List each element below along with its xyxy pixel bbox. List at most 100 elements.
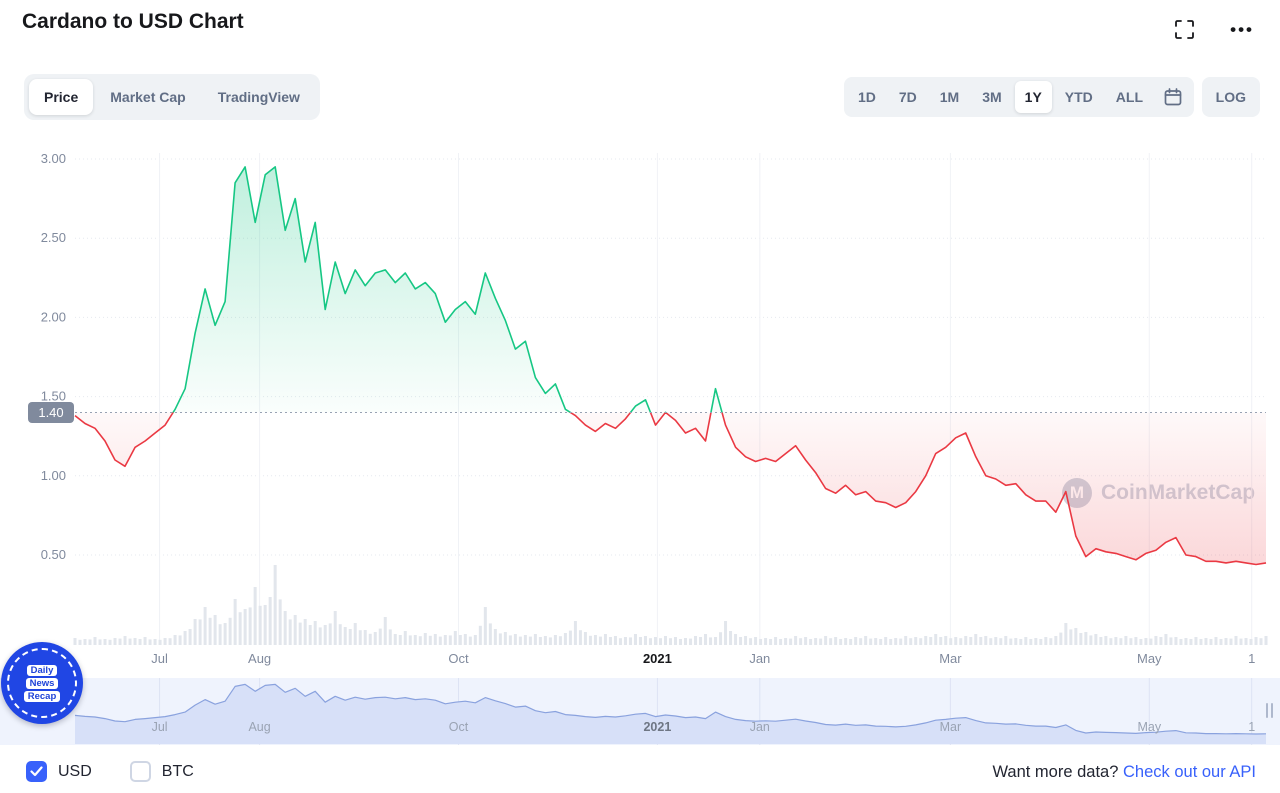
fullscreen-button[interactable] (1175, 20, 1195, 39)
tab-price[interactable]: Price (29, 79, 94, 115)
api-prompt: Want more data? Check out our API (992, 763, 1256, 782)
volume-bar (453, 631, 457, 645)
volume-bar (1139, 639, 1143, 645)
daily-news-recap-badge[interactable]: Daily News Recap (1, 642, 83, 724)
volume-bar (663, 636, 667, 645)
volume-bar (1179, 639, 1183, 645)
navigator-axis-label: Mar (940, 720, 962, 734)
tab-tradingview[interactable]: TradingView (203, 79, 315, 115)
x-axis-label: Jan (749, 651, 770, 666)
volume-bar (719, 632, 723, 645)
volume-bar (754, 637, 758, 645)
usd-checkbox-box[interactable] (26, 761, 47, 782)
volume-bar (293, 615, 297, 645)
volume-bar (553, 635, 557, 645)
volume-bar (248, 607, 252, 645)
volume-bar (468, 636, 472, 645)
volume-bar (939, 637, 943, 645)
volume-bar (158, 639, 162, 645)
volume-bar (228, 617, 232, 645)
volume-bar (674, 637, 678, 645)
volume-bar (789, 638, 793, 645)
volume-bar (128, 638, 132, 645)
btc-checkbox-box[interactable] (129, 761, 151, 782)
volume-bar (974, 634, 978, 645)
volume-bar (744, 636, 748, 645)
volume-bar (223, 623, 227, 645)
tab-market-cap[interactable]: Market Cap (95, 79, 200, 115)
volume-bar (924, 636, 928, 645)
volume-bar (563, 633, 567, 645)
btc-checkbox[interactable]: BTC (129, 761, 194, 782)
volume-bar (568, 630, 572, 645)
chart-type-tabs: Price Market Cap TradingView (24, 74, 320, 120)
chart-navigator[interactable]: Jul Aug Oct 2021 Jan Mar May 1 (0, 678, 1280, 745)
navigator-handle-right[interactable] (1266, 703, 1273, 718)
volume-bar (734, 634, 738, 645)
range-7d[interactable]: 7D (889, 81, 927, 113)
time-range-selector: 1D 7D 1M 3M 1Y YTD ALL (843, 77, 1194, 117)
volume-bar (1144, 638, 1148, 645)
volume-bar (473, 635, 477, 645)
usd-checkbox[interactable]: USD (26, 761, 92, 782)
range-1m[interactable]: 1M (930, 81, 969, 113)
x-axis-label: Mar (939, 651, 962, 666)
volume-bar (198, 619, 202, 645)
volume-bar (1209, 639, 1213, 645)
volume-bar (263, 605, 267, 645)
volume-bar (854, 637, 858, 645)
volume-bar (954, 637, 958, 645)
volume-bar (879, 639, 883, 645)
volume-bar (1259, 638, 1263, 645)
volume-bar (608, 637, 612, 645)
volume-bar (108, 639, 112, 645)
price-chart-svg[interactable]: 3.00 2.50 2.00 1.50 1.00 0.50 Jul Aug Oct 2021 Jan… (0, 130, 1280, 675)
volume-bars (73, 565, 1268, 645)
volume-bar (1094, 634, 1098, 645)
volume-bar (333, 611, 337, 645)
volume-bar (1034, 638, 1038, 645)
x-axis-label: 2021 (643, 651, 672, 666)
range-ytd[interactable]: YTD (1055, 81, 1103, 113)
volume-bar (1264, 636, 1268, 645)
navigator-line (74, 683, 1267, 735)
range-all[interactable]: ALL (1106, 81, 1153, 113)
range-1d[interactable]: 1D (848, 81, 886, 113)
volume-bar (1229, 638, 1233, 645)
area-above-threshold (75, 166, 1266, 413)
volume-bar (909, 638, 913, 645)
volume-bar (283, 611, 287, 645)
navigator-svg[interactable]: Jul Aug Oct 2021 Jan Mar May 1 (0, 678, 1280, 745)
volume-bar (653, 637, 657, 645)
range-3m[interactable]: 3M (972, 81, 1011, 113)
range-1y[interactable]: 1Y (1014, 81, 1052, 113)
volume-bar (368, 633, 372, 645)
navigator-area (75, 684, 1266, 744)
volume-bar (1109, 638, 1113, 645)
volume-bar (1044, 637, 1048, 645)
volume-bar (303, 619, 307, 645)
volume-bar (869, 638, 873, 645)
main-chart-area[interactable]: 3.00 2.50 2.00 1.50 1.00 0.50 Jul Aug Oct 2021 Jan… (0, 130, 1280, 675)
volume-bar (1019, 639, 1023, 645)
volume-bar (383, 617, 387, 645)
volume-bar (964, 636, 968, 645)
volume-bar (538, 637, 542, 645)
ellipsis-icon: ••• (1230, 20, 1254, 39)
log-scale-button[interactable]: LOG (1206, 81, 1256, 113)
calendar-button[interactable] (1156, 82, 1190, 112)
volume-bar (83, 639, 87, 645)
volume-bar (143, 637, 147, 645)
volume-bar (1069, 629, 1073, 645)
volume-bar (133, 638, 137, 645)
volume-bar (233, 599, 237, 645)
volume-bar (483, 607, 487, 645)
volume-bar (999, 638, 1003, 645)
news-badge-line: Daily (26, 664, 58, 676)
log-scale-group: LOG (1201, 77, 1260, 117)
volume-bar (98, 639, 102, 645)
volume-bar (1154, 636, 1158, 645)
api-link[interactable]: Check out our API (1123, 763, 1256, 781)
more-options-button[interactable]: ••• (1230, 21, 1254, 38)
volume-bar (669, 638, 672, 645)
